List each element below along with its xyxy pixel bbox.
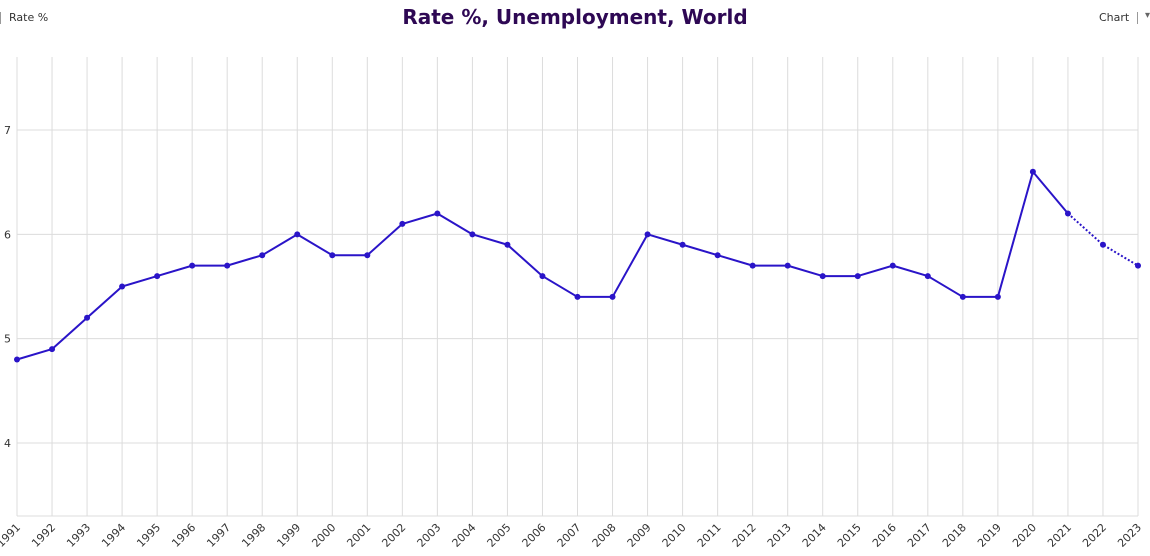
data-point [84, 314, 91, 321]
data-point [714, 252, 721, 259]
x-tick-label: 2008 [590, 521, 619, 550]
data-point [819, 273, 826, 280]
x-tick-label: 2019 [975, 521, 1004, 550]
x-tick-label: 1991 [0, 521, 23, 550]
data-point [679, 241, 686, 248]
data-point [539, 273, 546, 280]
x-tick-label: 2010 [660, 521, 689, 550]
x-tick-label: 1992 [29, 521, 58, 550]
data-point [959, 293, 966, 300]
x-tick-label: 2002 [379, 521, 408, 550]
data-point [784, 262, 791, 269]
chart-header: Rate % Rate %, Unemployment, World Chart… [0, 0, 1150, 40]
x-tick-label: 1994 [99, 521, 128, 550]
x-tick-label: 1995 [134, 521, 163, 550]
separator [1137, 12, 1138, 24]
x-tick-label: 2003 [415, 521, 444, 550]
separator [0, 12, 1, 24]
x-tick-label: 2001 [344, 521, 373, 550]
chevron-down-icon[interactable]: ▾ [1145, 10, 1150, 21]
x-tick-label: 2023 [1115, 521, 1144, 550]
y-tick-label: 4 [4, 437, 11, 450]
x-tick-label: 2005 [485, 521, 514, 550]
data-point [994, 293, 1001, 300]
data-point [259, 252, 266, 259]
data-point [224, 262, 231, 269]
chart-view-toggle[interactable]: Chart [1099, 11, 1130, 24]
data-point [609, 293, 616, 300]
data-point [1099, 241, 1106, 248]
x-tick-label: 2012 [730, 521, 759, 550]
x-tick-label: 2021 [1045, 521, 1074, 550]
data-point [49, 346, 56, 353]
data-point [1064, 210, 1071, 217]
x-tick-label: 2022 [1080, 521, 1109, 550]
x-tick-label: 1993 [64, 521, 93, 550]
y-tick-label: 7 [4, 124, 11, 137]
x-tick-label: 2004 [450, 521, 479, 550]
x-tick-label: 2017 [905, 521, 934, 550]
y-tick-label: 5 [4, 333, 11, 346]
x-tick-label: 2015 [835, 521, 864, 550]
x-tick-label: 2016 [870, 521, 899, 550]
x-tick-label: 1999 [274, 521, 303, 550]
data-point [329, 252, 336, 259]
data-point [189, 262, 196, 269]
x-axis: 1991 1992 1993 1994 1995 1996 1997 1998 1999 2000… [0, 521, 1144, 550]
data-point [1135, 262, 1141, 269]
data-point [294, 231, 301, 238]
data-point [154, 273, 161, 280]
x-tick-label: 2000 [309, 521, 338, 550]
data-point [574, 293, 581, 300]
data-point [14, 356, 20, 363]
data-point [644, 231, 651, 238]
data-point [1029, 168, 1036, 175]
data-point [364, 252, 371, 259]
data-point [399, 220, 406, 227]
x-tick-label: 1998 [239, 521, 268, 550]
y-tick-label: 6 [4, 228, 11, 241]
data-point [749, 262, 756, 269]
data-point [854, 273, 861, 280]
data-point [469, 231, 476, 238]
unit-selector[interactable]: Rate % [9, 11, 49, 24]
x-tick-label: 2013 [765, 521, 794, 550]
x-tick-label: 2018 [940, 521, 969, 550]
x-tick-label: 1996 [169, 521, 198, 550]
x-tick-label: 1997 [204, 521, 233, 550]
x-tick-label: 2009 [625, 521, 654, 550]
data-point [434, 210, 441, 217]
x-tick-label: 2006 [520, 521, 549, 550]
x-tick-label: 2007 [555, 521, 584, 550]
series-points [14, 168, 1141, 363]
x-tick-label: 2011 [695, 521, 724, 550]
chart-title: Rate %, Unemployment, World [402, 5, 748, 29]
data-point [504, 241, 511, 248]
data-point [889, 262, 896, 269]
data-point [924, 273, 931, 280]
chart-grid [16, 57, 1139, 517]
data-point [119, 283, 126, 290]
y-axis: 4 5 6 7 [4, 124, 11, 450]
x-tick-label: 2020 [1010, 521, 1039, 550]
x-tick-label: 2014 [800, 521, 829, 550]
